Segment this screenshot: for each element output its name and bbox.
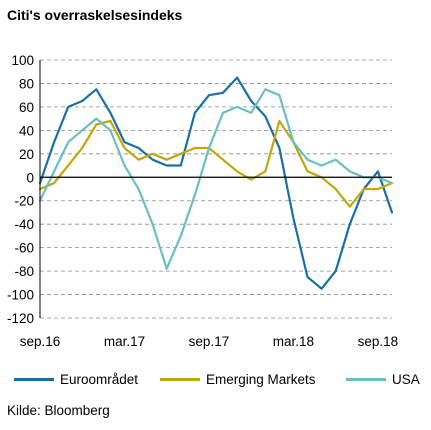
y-tick-label: -60 bbox=[14, 241, 34, 256]
x-tick-labels: sep.16 mar.17 sep.17 mar.18 sep.18 bbox=[20, 334, 398, 349]
series-line-euroomr-det bbox=[38, 76, 394, 290]
x-tick-label: sep.17 bbox=[189, 334, 230, 349]
y-tick-label: 60 bbox=[19, 100, 34, 115]
chart-title: Citi's overraskelsesindeks bbox=[7, 7, 183, 23]
y-tick-label: 100 bbox=[11, 53, 34, 68]
x-tick-label: mar.18 bbox=[273, 334, 314, 349]
y-tick-label: 40 bbox=[19, 123, 34, 138]
gridlines bbox=[40, 59, 392, 319]
series-line-emerging-markets bbox=[38, 119, 394, 208]
y-tick-label: 0 bbox=[26, 170, 34, 185]
y-tick-label: 20 bbox=[19, 147, 34, 162]
legend-item-euroomradet: Euroområdet bbox=[14, 371, 138, 387]
y-tick-label: -80 bbox=[14, 264, 34, 279]
x-tick-label: mar.17 bbox=[104, 334, 145, 349]
legend-label-emerging-markets: Emerging Markets bbox=[206, 371, 316, 387]
chart-source: Kilde: Bloomberg bbox=[7, 403, 110, 418]
y-tick-label: -120 bbox=[7, 311, 34, 326]
legend-label-euroomradet: Euroområdet bbox=[60, 371, 139, 387]
series-line-usa bbox=[38, 88, 394, 270]
y-tick-label: -100 bbox=[7, 288, 34, 303]
x-tick-label: sep.16 bbox=[20, 334, 61, 349]
legend-item-emerging-markets: Emerging Markets bbox=[160, 371, 316, 387]
x-tick-label: sep.18 bbox=[358, 334, 399, 349]
legend-swatch-usa bbox=[346, 377, 386, 381]
series-lines bbox=[38, 76, 394, 290]
legend-item-usa: USA bbox=[346, 371, 420, 387]
legend-swatch-euroomradet bbox=[14, 377, 54, 381]
y-tick-labels: 100 80 60 40 20 0 -20 -40 -60 -80 -100 -120 bbox=[7, 53, 34, 326]
y-tick-label: 80 bbox=[19, 76, 34, 91]
legend: Euroområdet Emerging Markets USA bbox=[0, 371, 431, 387]
y-tick-label: -40 bbox=[14, 217, 34, 232]
y-tick-label: -20 bbox=[14, 194, 34, 209]
legend-swatch-emerging-markets bbox=[160, 377, 200, 381]
legend-label-usa: USA bbox=[392, 371, 420, 387]
